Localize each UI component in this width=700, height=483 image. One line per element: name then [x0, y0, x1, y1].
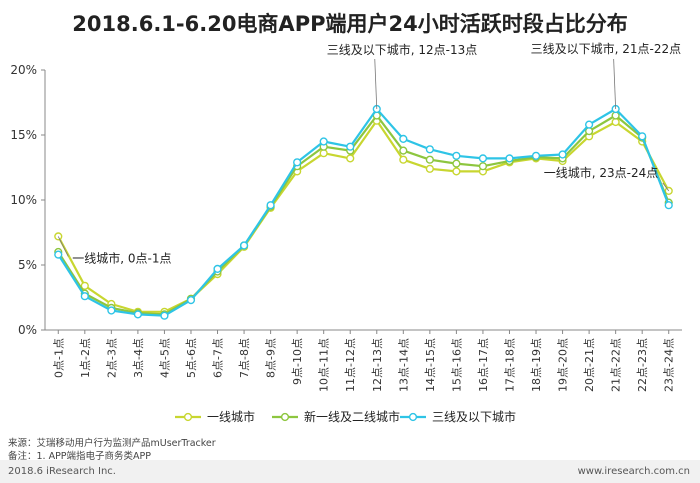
series-line-1	[57, 119, 670, 313]
legend-label: 三线及以下城市	[432, 409, 516, 424]
remark-note: 备注：1. APP端指电子商务类APP	[8, 451, 151, 462]
x-tick-label: 13点-14点	[397, 338, 410, 392]
legend-marker	[183, 412, 193, 422]
data-point	[611, 111, 620, 120]
chart-title: 2018.6.1-6.20电商APP端用户24小时活跃时段占比分布	[72, 12, 628, 36]
x-tick-label: 21点-22点	[610, 338, 623, 392]
x-tick-label: 18点-19点	[530, 338, 543, 392]
data-point	[186, 296, 196, 305]
legend-label: 一线城市	[207, 409, 255, 424]
annotation-leader	[57, 236, 69, 257]
x-tick-label: 22点-23点	[636, 338, 649, 392]
x-tick-label: 3点-4点	[132, 338, 145, 378]
x-tick-label: 23点-24点	[663, 338, 676, 392]
data-point	[452, 151, 461, 160]
website: www.iresearch.com.cn	[577, 466, 690, 477]
data-point	[425, 155, 434, 164]
x-tick-label: 20点-21点	[583, 338, 596, 392]
legend-marker	[280, 412, 290, 422]
data-point	[346, 154, 355, 163]
y-tick-label: 5%	[18, 258, 37, 272]
y-tick-label: 15%	[10, 128, 37, 142]
annotation-leader	[613, 58, 617, 110]
annotation-leader	[374, 58, 378, 110]
data-point	[664, 201, 673, 210]
annotation-label: 三线及以下城市, 21点-22点	[531, 41, 682, 56]
data-point	[239, 241, 249, 250]
x-tick-label: 7点-8点	[238, 338, 251, 378]
data-point	[54, 250, 63, 259]
line-chart: 0% 5% 10% 15% 20% 0点-1点 1点-2点 2点-3点 3点-4点 4点-5点 5点…	[10, 41, 682, 424]
data-point	[54, 232, 63, 241]
annotation-label: 三线及以下城市, 12点-13点	[327, 42, 478, 57]
data-point	[452, 159, 461, 168]
series-line-2	[57, 114, 670, 316]
x-tick-label: 16点-17点	[477, 338, 490, 392]
data-point	[319, 149, 328, 158]
data-point	[505, 154, 514, 163]
annotation-label: 一线城市, 23点-24点	[544, 165, 659, 180]
legend-marker	[408, 412, 418, 422]
x-tick-label: 0点-1点	[52, 338, 65, 378]
data-point	[160, 311, 169, 320]
data-point	[293, 158, 302, 167]
data-point	[399, 146, 408, 155]
annotation-leader	[662, 182, 670, 192]
data-point	[107, 306, 116, 315]
data-point	[266, 201, 275, 210]
data-point	[399, 155, 408, 164]
y-tick-label: 0%	[18, 323, 37, 337]
x-tick-label: 15点-16点	[450, 338, 463, 392]
x-tick-label: 6点-7点	[212, 338, 225, 378]
data-point	[478, 162, 488, 171]
x-tick-label: 5点-6点	[185, 338, 198, 378]
x-tick-label: 2点-3点	[105, 338, 118, 378]
data-point	[213, 264, 222, 274]
annotation-label: 一线城市, 0点-1点	[72, 250, 171, 265]
y-tick-label: 20%	[10, 63, 37, 77]
data-point	[80, 281, 89, 290]
data-point	[638, 132, 647, 141]
x-tick-label: 1点-2点	[79, 338, 92, 378]
data-point	[399, 134, 408, 144]
x-tick-label: 17点-18点	[503, 338, 516, 392]
y-tick-label: 10%	[10, 193, 37, 207]
data-point	[611, 117, 620, 127]
data-point	[425, 145, 434, 154]
data-point	[346, 142, 355, 151]
x-tick-label: 4点-5点	[158, 338, 171, 378]
data-point	[531, 151, 541, 160]
data-point	[452, 167, 461, 176]
x-tick-label: 9点-10点	[291, 338, 304, 385]
data-point	[133, 310, 142, 319]
data-point	[319, 137, 328, 146]
data-point	[558, 150, 567, 159]
data-point	[478, 154, 488, 163]
data-point	[585, 120, 594, 129]
x-tick-label: 12点-13点	[371, 338, 384, 392]
data-point	[425, 164, 434, 173]
x-tick-label: 11点-12点	[344, 338, 357, 392]
x-tick-label: 8点-9点	[265, 338, 278, 378]
series-line-3	[57, 107, 670, 317]
source-note: 来源：艾瑞移动用户行为监测产品mUserTracker	[8, 438, 216, 449]
data-point	[80, 292, 89, 301]
x-tick-label: 14点-15点	[424, 338, 437, 392]
x-tick-label: 10点-11点	[318, 338, 331, 392]
copyright: 2018.6 iResearch Inc.	[8, 466, 116, 477]
footer-bar	[0, 460, 700, 483]
x-tick-label: 19点-20点	[557, 338, 570, 392]
legend-label: 新一线及二线城市	[304, 409, 400, 424]
